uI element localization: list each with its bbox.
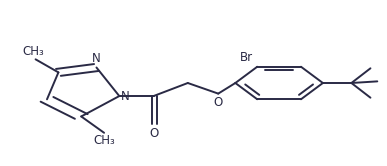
Text: O: O xyxy=(149,127,158,140)
Text: O: O xyxy=(214,96,223,109)
Text: CH₃: CH₃ xyxy=(93,134,115,147)
Text: CH₃: CH₃ xyxy=(23,45,45,58)
Text: Br: Br xyxy=(240,51,253,64)
Text: N: N xyxy=(92,52,101,65)
Text: N: N xyxy=(121,90,130,103)
